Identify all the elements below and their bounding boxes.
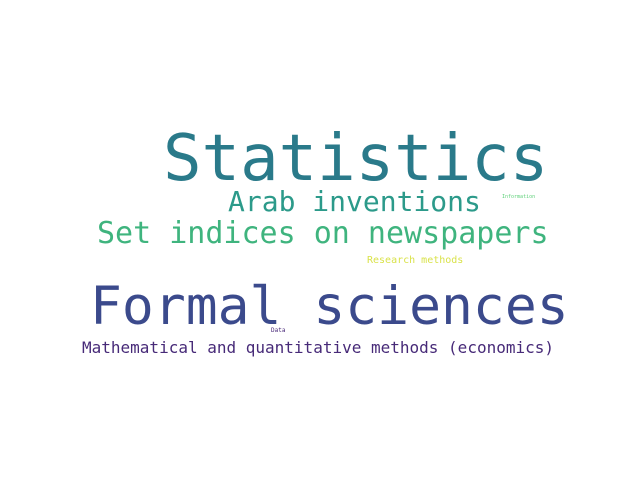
word-arab-inventions: Arab inventions bbox=[228, 185, 481, 218]
word-formal-sciences: Formal sciences bbox=[90, 276, 569, 337]
word-mathematical-and-quantitative-methods: Mathematical and quantitative methods (e… bbox=[82, 338, 555, 357]
word-set-indices-on-newspapers: Set indices on newspapers bbox=[97, 216, 549, 251]
word-research-methods: Research methods bbox=[367, 255, 464, 266]
word-data: Data bbox=[271, 327, 286, 334]
word-statistics: Statistics bbox=[163, 122, 549, 196]
word-information: Information bbox=[502, 194, 536, 200]
